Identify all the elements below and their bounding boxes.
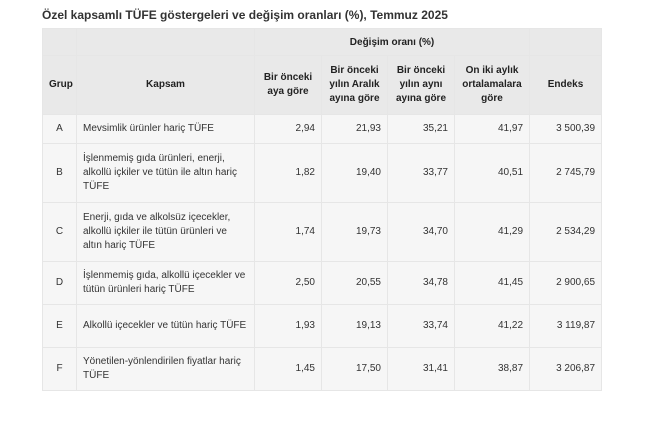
- cell-grup: E: [42, 304, 77, 348]
- cell-yoy: 33,74: [387, 304, 455, 348]
- cell-endeks: 3 500,39: [529, 114, 603, 144]
- cell-kapsam: İşlenmemiş gıda ürünleri, enerji, alkoll…: [76, 143, 255, 203]
- table-row: D İşlenmemiş gıda, alkollü içecekler ve …: [42, 261, 603, 305]
- cell-monthly: 1,93: [254, 304, 322, 348]
- cell-monthly: 1,74: [254, 202, 322, 262]
- cell-kapsam: Yönetilen-yönlendirilen fiyatlar hariç T…: [76, 347, 255, 391]
- column-header-ytd: Bir önceki yılın Aralık ayına göre: [321, 55, 388, 115]
- cell-kapsam: Mevsimlik ürünler hariç TÜFE: [76, 114, 255, 144]
- cell-grup: A: [42, 114, 77, 144]
- cell-yoy: 35,21: [387, 114, 455, 144]
- cell-endeks: 2 900,65: [529, 261, 603, 305]
- header-spacer: [76, 28, 255, 56]
- column-header-endeks: Endeks: [529, 55, 603, 115]
- table-row: B İşlenmemiş gıda ürünleri, enerji, alko…: [42, 143, 603, 203]
- cell-ytd: 19,40: [321, 143, 388, 203]
- cell-12m-avg: 38,87: [453, 347, 531, 391]
- cell-endeks: 2 745,79: [529, 143, 603, 203]
- cell-grup: C: [42, 202, 77, 262]
- table-row: F Yönetilen-yönlendirilen fiyatlar hariç…: [42, 347, 603, 391]
- table-row: A Mevsimlik ürünler hariç TÜFE 2,94 21,9…: [42, 114, 603, 144]
- cell-12m-avg: 40,51: [453, 143, 531, 203]
- cell-grup: D: [42, 261, 77, 305]
- cell-kapsam: Enerji, gıda ve alkolsüz içecekler, alko…: [76, 202, 255, 262]
- cpi-table: Değişim oranı (%) Grup Kapsam Bir önceki…: [42, 28, 603, 391]
- column-header-kapsam: Kapsam: [76, 55, 255, 115]
- cell-monthly: 2,50: [254, 261, 322, 305]
- cell-kapsam: İşlenmemiş gıda, alkollü içecekler ve tü…: [76, 261, 255, 305]
- cell-endeks: 2 534,29: [529, 202, 603, 262]
- cell-grup: F: [42, 347, 77, 391]
- cell-grup: B: [42, 143, 77, 203]
- cell-monthly: 2,94: [254, 114, 322, 144]
- cell-endeks: 3 206,87: [529, 347, 603, 391]
- cell-monthly: 1,45: [254, 347, 322, 391]
- cell-yoy: 31,41: [387, 347, 455, 391]
- table-row: C Enerji, gıda ve alkolsüz içecekler, al…: [42, 202, 603, 262]
- header-spacer: [42, 28, 77, 56]
- cell-ytd: 21,93: [321, 114, 388, 144]
- cell-kapsam: Alkollü içecekler ve tütün hariç TÜFE: [76, 304, 255, 348]
- cell-12m-avg: 41,22: [453, 304, 531, 348]
- column-header-monthly: Bir önceki aya göre: [254, 55, 322, 115]
- cell-12m-avg: 41,29: [453, 202, 531, 262]
- cell-yoy: 34,70: [387, 202, 455, 262]
- cell-ytd: 19,73: [321, 202, 388, 262]
- column-header-grup: Grup: [42, 55, 77, 115]
- cell-12m-avg: 41,97: [453, 114, 531, 144]
- cell-12m-avg: 41,45: [453, 261, 531, 305]
- cell-yoy: 34,78: [387, 261, 455, 305]
- cell-endeks: 3 119,87: [529, 304, 603, 348]
- column-header-12m-avg: On iki aylık ortalamalara göre: [453, 55, 531, 115]
- cell-monthly: 1,82: [254, 143, 322, 203]
- cell-yoy: 33,77: [387, 143, 455, 203]
- header-spacer: [529, 28, 603, 56]
- group-header: Değişim oranı (%): [253, 28, 531, 56]
- cell-ytd: 19,13: [321, 304, 388, 348]
- cell-ytd: 17,50: [321, 347, 388, 391]
- column-header-yoy: Bir önceki yılın aynı ayına göre: [387, 55, 455, 115]
- table-row: E Alkollü içecekler ve tütün hariç TÜFE …: [42, 304, 603, 348]
- cell-ytd: 20,55: [321, 261, 388, 305]
- table-title: Özel kapsamlı TÜFE göstergeleri ve değiş…: [42, 8, 448, 22]
